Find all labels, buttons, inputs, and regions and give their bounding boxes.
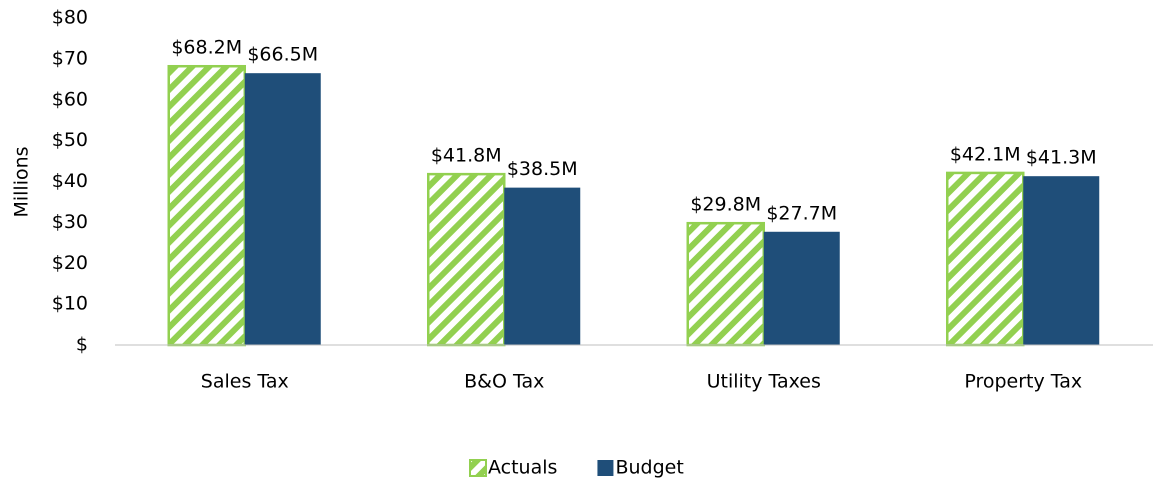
- y-axis-label: Millions: [11, 146, 33, 217]
- data-label: $41.3M: [1026, 147, 1097, 169]
- bar: [1023, 176, 1100, 345]
- legend-label: Actuals: [488, 457, 557, 479]
- bar: [946, 171, 1025, 347]
- legend-label: Budget: [615, 457, 683, 479]
- legend-swatch: [597, 460, 614, 476]
- y-tick-label: $30: [52, 211, 88, 233]
- legend-swatch: [469, 459, 487, 477]
- bar: [427, 172, 506, 347]
- bar: [686, 221, 765, 347]
- y-tick-label: $40: [52, 170, 88, 192]
- data-label: $68.2M: [171, 37, 242, 59]
- data-label: $29.8M: [690, 194, 761, 216]
- bar: [167, 64, 246, 347]
- data-label: $27.7M: [766, 202, 837, 224]
- y-tick-label: $20: [52, 252, 88, 274]
- y-tick-label: $10: [52, 293, 88, 315]
- data-label: $38.5M: [507, 158, 578, 180]
- data-label: $42.1M: [950, 143, 1021, 165]
- bar: [504, 187, 581, 345]
- x-tick-label: Sales Tax: [201, 371, 289, 393]
- x-tick-label: Property Tax: [964, 371, 1082, 393]
- bar: [763, 231, 840, 345]
- y-tick-label: $60: [52, 88, 88, 110]
- bar: [244, 73, 321, 346]
- x-tick-label: Utility Taxes: [707, 371, 821, 393]
- data-label: $66.5M: [247, 44, 318, 66]
- y-tick-label: $70: [52, 47, 88, 69]
- y-tick-label: $: [76, 334, 88, 356]
- y-tick-label: $80: [52, 7, 88, 29]
- data-label: $41.8M: [431, 145, 502, 167]
- y-tick-label: $50: [52, 129, 88, 151]
- x-tick-label: B&O Tax: [464, 371, 544, 393]
